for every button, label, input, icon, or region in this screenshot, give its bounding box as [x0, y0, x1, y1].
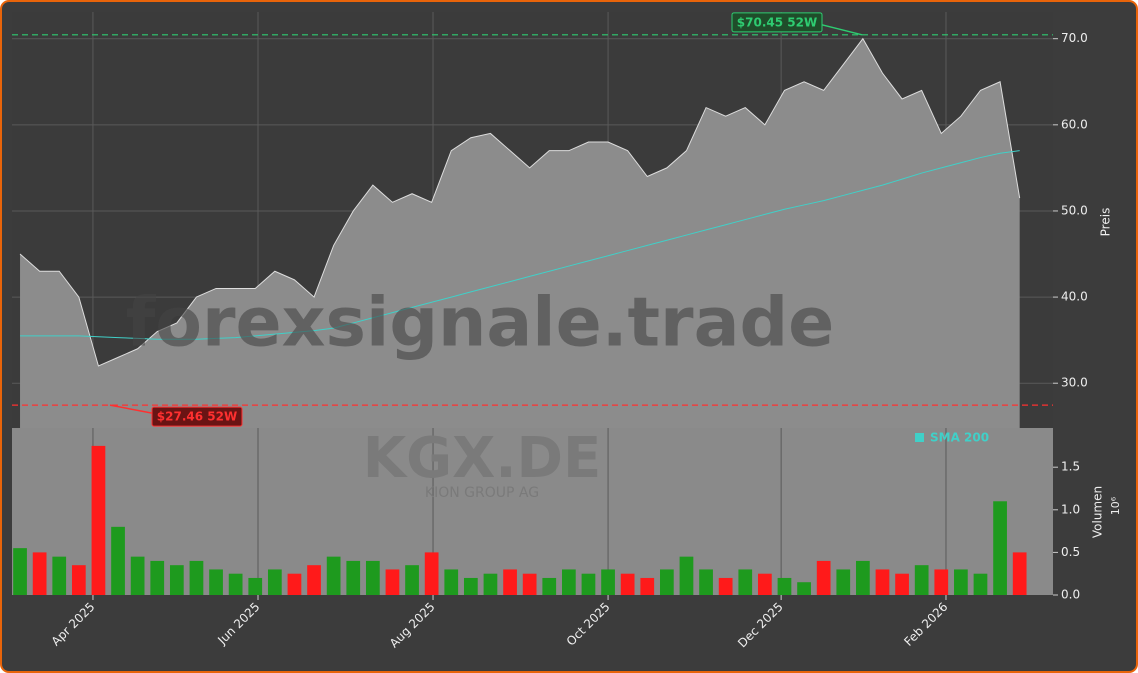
volume-bar — [228, 573, 243, 595]
volume-bar — [875, 569, 890, 595]
y2-axis-label: Volumen — [1091, 486, 1105, 538]
volume-bar — [424, 552, 439, 595]
volume-bar — [601, 569, 615, 595]
volume-bar — [836, 569, 851, 595]
volume-bar — [699, 569, 713, 595]
y2-tick-label: 0.5 — [1061, 545, 1080, 559]
y2-tick-label: 1.5 — [1061, 460, 1080, 474]
volume-bar — [346, 560, 361, 595]
volume-bar — [385, 569, 400, 595]
volume-bar — [365, 560, 380, 595]
volume-bar — [209, 569, 223, 595]
y-axis-label: Preis — [1099, 208, 1113, 237]
volume-bar — [111, 526, 125, 595]
volume-bar — [581, 573, 596, 595]
volume-bar — [483, 573, 498, 595]
volume-bar — [973, 573, 988, 595]
volume-bar — [326, 556, 341, 595]
y-tick-label: 60.0 — [1061, 117, 1088, 131]
volume-bar — [405, 565, 419, 595]
annotation-arrow — [821, 24, 863, 36]
y-tick-label: 30.0 — [1061, 376, 1088, 390]
volume-bar — [816, 560, 831, 595]
y2-unit: 10⁶ — [1109, 496, 1122, 515]
volume-bar — [856, 560, 870, 595]
volume-bar — [542, 577, 557, 595]
volume-bar — [895, 573, 909, 595]
volume-bar — [91, 445, 106, 595]
volume-bar — [287, 573, 302, 595]
y2-tick-label: 1.0 — [1061, 502, 1080, 516]
volume-bar — [738, 569, 753, 595]
legend-label: SMA 200 — [930, 431, 989, 445]
volume-bar — [71, 565, 86, 595]
price-area — [20, 38, 1020, 428]
volume-bar — [522, 573, 537, 595]
volume-bar — [52, 556, 67, 595]
volume-bar — [758, 573, 772, 595]
volume-bar — [32, 552, 47, 595]
annotation-arrow — [109, 404, 153, 414]
volume-bar — [954, 569, 968, 595]
volume-bar — [934, 569, 949, 595]
y-tick-label: 50.0 — [1061, 203, 1088, 217]
volume-bar — [150, 560, 165, 595]
y-tick-label: 70.0 — [1061, 31, 1088, 45]
company: KION GROUP AG — [425, 485, 539, 501]
volume-bar — [189, 560, 204, 595]
volume-bar — [130, 556, 145, 595]
volume-bar — [463, 577, 478, 595]
y-tick-label: 40.0 — [1061, 290, 1088, 304]
volume-panel — [12, 428, 1053, 595]
legend-swatch — [915, 433, 924, 442]
volume-bar — [503, 569, 517, 595]
sma-line — [20, 150, 1020, 340]
volume-bar — [169, 565, 184, 595]
volume-bar — [993, 501, 1007, 595]
ticker: KGX.DE — [363, 426, 602, 491]
volume-bar — [718, 577, 733, 595]
watermark: forexsignale.trade — [126, 284, 835, 363]
annotation-label: $70.45 52W — [737, 15, 817, 29]
volume-bar — [444, 569, 459, 595]
volume-bar — [777, 577, 792, 595]
volume-bar — [248, 577, 263, 595]
volume-bar — [660, 569, 674, 595]
annotation-label: $27.46 52W — [157, 410, 237, 424]
volume-bar — [797, 582, 811, 595]
volume-bar — [307, 565, 321, 595]
volume-bar — [620, 573, 635, 595]
volume-bar — [561, 569, 576, 595]
volume-bar — [1012, 552, 1027, 595]
y2-tick-label: 0.0 — [1061, 588, 1080, 602]
volume-bar — [640, 577, 655, 595]
annotation-box — [731, 12, 823, 33]
volume-bar — [267, 569, 282, 595]
volume-bar — [679, 556, 694, 595]
price-line — [19, 37, 1021, 367]
volume-bar — [914, 565, 929, 595]
volume-bar — [13, 548, 27, 595]
annotation-box — [151, 406, 243, 427]
